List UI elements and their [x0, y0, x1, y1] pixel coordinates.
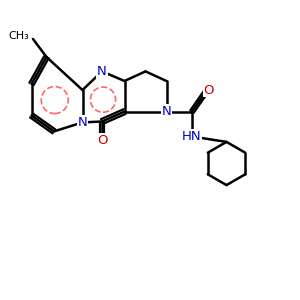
Text: N: N	[162, 105, 171, 118]
Text: N: N	[78, 116, 87, 129]
Text: HN: HN	[182, 130, 202, 143]
Text: N: N	[97, 65, 107, 78]
Text: CH₃: CH₃	[9, 31, 29, 41]
Text: O: O	[97, 134, 107, 147]
Text: O: O	[203, 83, 214, 97]
